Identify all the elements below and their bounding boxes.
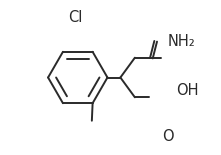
Text: NH₂: NH₂ [168, 34, 195, 49]
Text: O: O [162, 129, 174, 144]
Text: Cl: Cl [68, 10, 83, 25]
Text: OH: OH [176, 83, 198, 98]
